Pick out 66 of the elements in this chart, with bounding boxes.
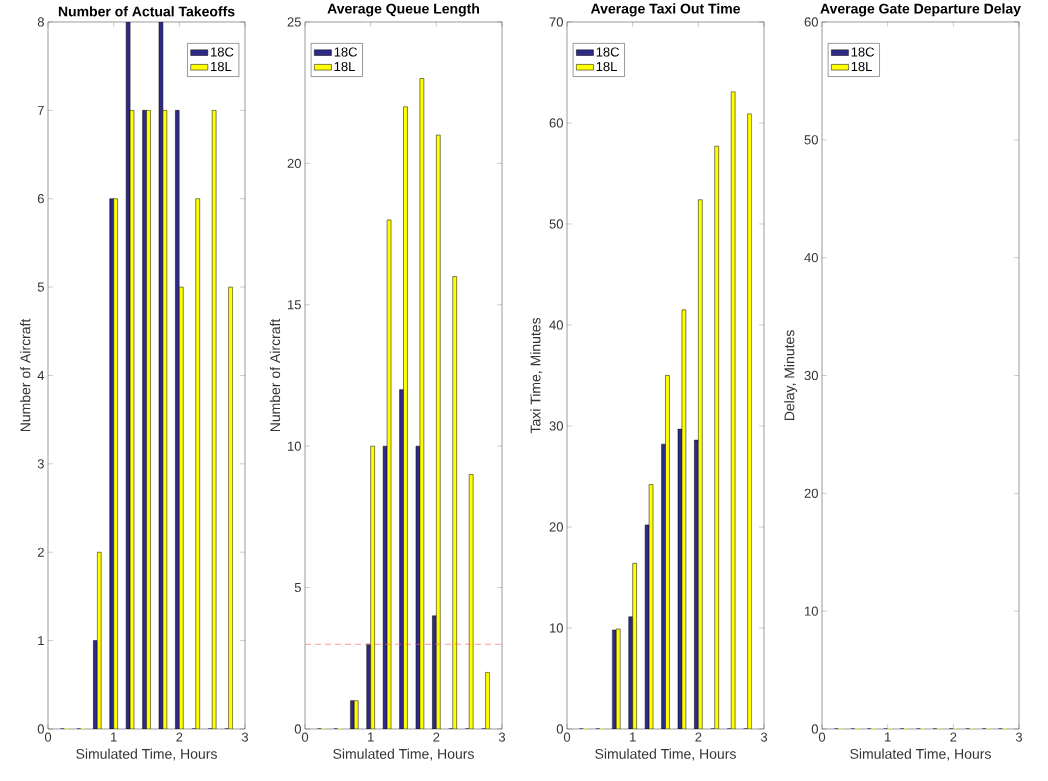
y-tick-label: 40: [804, 253, 818, 263]
x-axis-title: Simulated Time, Hours: [850, 748, 991, 761]
x-tick-label: 3: [1015, 732, 1023, 742]
y-tick-label: 15: [288, 300, 301, 310]
x-tick-label: 2: [433, 732, 440, 742]
x-tick-label: 2: [695, 732, 702, 742]
x-tick-label: 1: [111, 732, 117, 742]
chart-title: Average Queue Length: [327, 3, 479, 17]
y-tick-label: 20: [549, 522, 563, 532]
y-tick-label: 2: [37, 547, 44, 557]
legend-label: 18L: [211, 61, 232, 72]
legend-label: 18C: [596, 47, 620, 57]
y-axis-title: Number of Aircraft: [20, 318, 31, 432]
y-tick-label: 20: [287, 158, 301, 168]
y-tick-label: 70: [549, 17, 563, 27]
y-tick-label: 60: [804, 17, 818, 27]
y-axis-title: Number of Aircraft: [269, 318, 281, 432]
x-tick-label: 3: [498, 732, 506, 742]
y-tick-label: 6: [37, 194, 44, 204]
x-tick-label: 0: [563, 732, 571, 742]
y-tick-label: 5: [37, 282, 44, 292]
y-tick-label: 50: [804, 135, 818, 145]
x-tick-label: 3: [760, 732, 768, 742]
y-tick-label: 30: [549, 421, 563, 431]
y-tick-label: 10: [805, 606, 818, 616]
x-tick-label: 1: [630, 732, 636, 742]
y-tick-label: 8: [37, 17, 44, 27]
y-tick-label: 0: [37, 724, 44, 734]
y-tick-label: 40: [549, 320, 563, 330]
y-tick-label: 25: [287, 17, 301, 27]
y-tick-label: 60: [549, 118, 563, 128]
y-tick-label: 7: [37, 105, 44, 115]
x-axis-title: Simulated Time, Hours: [333, 748, 474, 761]
x-tick-label: 1: [368, 732, 374, 742]
y-tick-label: 10: [550, 623, 563, 633]
y-tick-label: 0: [811, 724, 818, 734]
x-axis-title: Simulated Time, Hours: [76, 748, 217, 761]
y-tick-label: 10: [288, 441, 301, 451]
x-tick-label: 0: [44, 732, 52, 742]
legend-label: 18L: [851, 61, 872, 72]
x-tick-label: 1: [885, 732, 891, 742]
x-tick-label: 3: [241, 732, 249, 742]
legend-label: 18C: [334, 47, 358, 57]
legend-label: 18C: [211, 47, 234, 57]
x-tick-label: 0: [818, 732, 826, 742]
x-tick-label: 0: [301, 732, 309, 742]
legend-label: 18C: [851, 47, 875, 57]
y-axis-title: Taxi Time, Minutes: [530, 317, 543, 434]
legend-label: 18L: [596, 61, 617, 72]
y-tick-label: 3: [37, 459, 44, 469]
x-tick-label: 2: [950, 732, 957, 742]
y-tick-label: 20: [804, 488, 818, 498]
chart-title: Average Taxi Out Time: [590, 3, 740, 17]
chart-title: Average Gate Departure Delay: [820, 3, 1021, 17]
legend-label: 18L: [334, 61, 355, 72]
chart-title: Number of Actual Takeoffs: [58, 6, 235, 17]
y-tick-label: 0: [294, 724, 301, 734]
x-tick-label: 2: [176, 732, 183, 742]
y-axis-title: Delay, Minutes: [784, 330, 798, 421]
y-tick-label: 1: [38, 636, 44, 646]
y-tick-label: 5: [294, 583, 301, 593]
x-axis-title: Simulated Time, Hours: [595, 748, 736, 761]
y-tick-label: 50: [549, 219, 563, 229]
y-tick-label: 30: [804, 370, 818, 381]
y-tick-label: 0: [556, 724, 563, 734]
y-tick-label: 4: [37, 371, 45, 380]
